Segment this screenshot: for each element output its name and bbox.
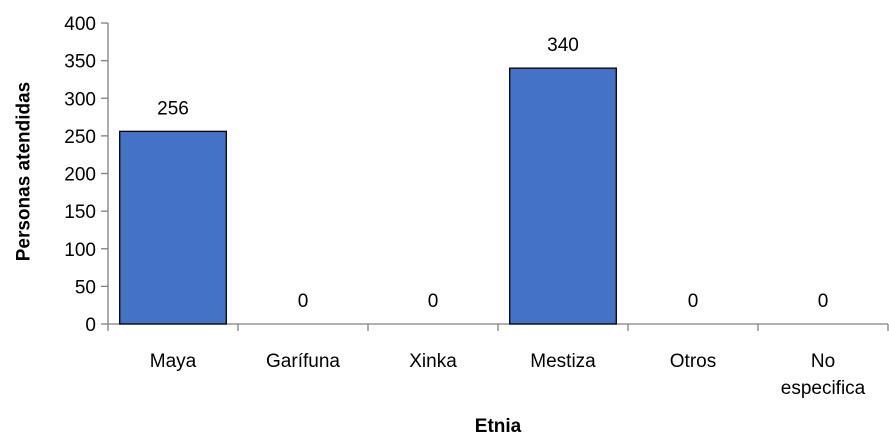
data-label: 340 <box>547 35 579 56</box>
x-category-label: Mestiza <box>530 351 596 372</box>
y-axis-title: Personas atendidas <box>14 82 35 262</box>
y-tick-label: 400 <box>64 14 96 35</box>
y-tick-label: 200 <box>64 165 96 186</box>
y-tick-label: 250 <box>64 127 96 148</box>
y-tick-label: 50 <box>75 277 96 298</box>
x-category-label: Otros <box>670 351 716 372</box>
y-tick-label: 0 <box>85 315 96 336</box>
data-labels: 256 0 0 340 0 0 <box>157 35 828 312</box>
bar <box>509 67 617 325</box>
x-category-label: No especifica <box>781 351 866 399</box>
data-label: 0 <box>428 291 439 312</box>
x-axis-title: Etnia <box>475 416 522 437</box>
bars <box>119 67 617 325</box>
x-category-label: Garífuna <box>266 351 340 372</box>
x-axis-categories: Maya Garífuna Xinka Mestiza Otros No especific… <box>107 324 889 399</box>
y-tick-label: 100 <box>64 240 96 261</box>
y-tick-label: 150 <box>64 202 96 223</box>
data-label: 0 <box>688 291 699 312</box>
x-category-label: Maya <box>150 351 197 372</box>
data-label: 0 <box>298 291 309 312</box>
x-category-label: Xinka <box>409 351 457 372</box>
data-label: 0 <box>818 291 829 312</box>
y-tick-label: 300 <box>64 89 96 110</box>
y-tick-label: 350 <box>64 52 96 73</box>
data-label: 256 <box>157 98 189 119</box>
y-axis-ticks: 0 50 100 150 200 250 300 350 400 <box>64 14 108 336</box>
bar <box>119 130 227 325</box>
